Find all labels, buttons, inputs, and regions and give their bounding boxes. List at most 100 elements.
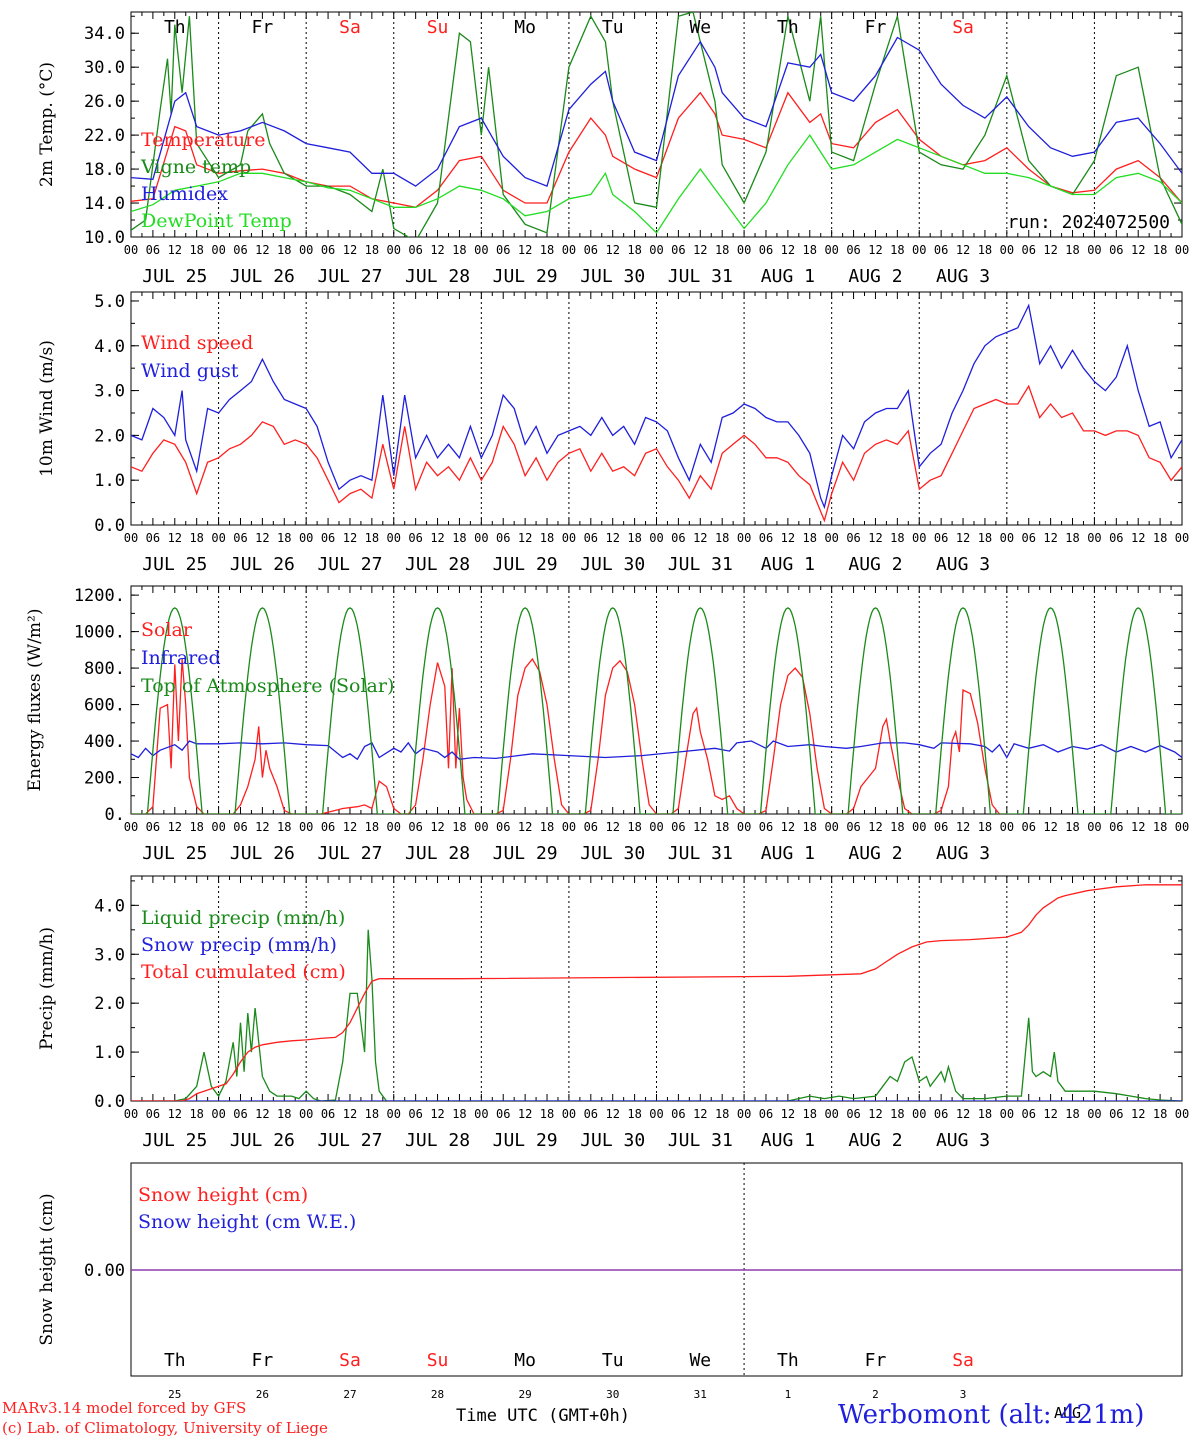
- hour-tick-label: 00: [737, 1107, 751, 1121]
- hour-tick-label: 18: [189, 243, 203, 257]
- hour-tick-label: 06: [233, 1107, 247, 1121]
- hour-tick-label: 12: [781, 1107, 795, 1121]
- weekday-label: Fr: [252, 17, 274, 38]
- day-number-label: 31: [694, 1388, 707, 1401]
- hour-tick-label: 00: [387, 243, 401, 257]
- hour-tick-label: 18: [1153, 1107, 1167, 1121]
- y-tick-label: 5.0: [94, 292, 125, 312]
- day-number-label: 27: [343, 1388, 356, 1401]
- hour-tick-label: 00: [737, 820, 751, 834]
- hour-tick-label: 00: [824, 531, 838, 545]
- y-tick-label: 1.0: [94, 471, 125, 491]
- series-line-top-of-atmosphere-solar-: [131, 607, 1182, 814]
- hour-tick-label: 00: [1087, 531, 1101, 545]
- y-tick-label: 800.: [84, 659, 125, 679]
- hour-tick-label: 06: [584, 1107, 598, 1121]
- hour-tick-label: 00: [824, 243, 838, 257]
- legend-entry: Liquid precip (mm/h): [141, 907, 345, 929]
- hour-tick-label: 06: [671, 531, 685, 545]
- hour-tick-label: 06: [846, 243, 860, 257]
- hour-tick-label: 12: [781, 243, 795, 257]
- hour-tick-label: 00: [211, 531, 225, 545]
- day-number-label: 3: [960, 1388, 967, 1401]
- copyright-credit: (c) Lab. of Climatology, University of L…: [2, 1419, 328, 1437]
- hour-tick-label: 06: [321, 531, 335, 545]
- day-number-label: 26: [256, 1388, 269, 1401]
- weekday-label: Sa: [952, 1350, 974, 1371]
- hour-tick-label: 18: [1153, 531, 1167, 545]
- hour-tick-label: 18: [189, 531, 203, 545]
- series-line-wind-speed: [131, 384, 1182, 523]
- plot-frame: [130, 585, 1183, 815]
- hour-tick-label: 06: [321, 1107, 335, 1121]
- hour-tick-label: 12: [868, 531, 882, 545]
- hour-tick-label: 12: [430, 1107, 444, 1121]
- series-line-solar: [131, 657, 1007, 814]
- date-tick-label: JUL 30: [580, 1130, 645, 1151]
- hour-tick-label: 00: [299, 531, 313, 545]
- date-tick-label: JUL 27: [317, 1130, 382, 1151]
- y-axis-label: Energy fluxes (W/m²): [25, 609, 45, 792]
- day-number-label: 2: [872, 1388, 879, 1401]
- station-label: Werbomont (alt: 421m): [838, 1400, 1145, 1430]
- hour-tick-label: 18: [540, 820, 554, 834]
- weekday-label: Sa: [952, 17, 974, 38]
- hour-tick-label: 18: [978, 1107, 992, 1121]
- day-number-label: 29: [519, 1388, 532, 1401]
- panel-wind: [130, 291, 1183, 526]
- hour-tick-label: 12: [168, 820, 182, 834]
- hour-tick-label: 00: [1175, 531, 1189, 545]
- weekday-label: Fr: [865, 1350, 887, 1371]
- y-tick-label: 1.0: [94, 1043, 125, 1063]
- hour-tick-label: 06: [496, 531, 510, 545]
- series-line-infrared: [131, 740, 1182, 761]
- date-tick-label: JUL 25: [142, 266, 207, 287]
- weekday-label: Sa: [339, 1350, 361, 1371]
- date-tick-label: JUL 28: [405, 843, 470, 864]
- date-tick-label: AUG 1: [761, 1130, 815, 1151]
- weekday-label: Th: [777, 17, 799, 38]
- hour-tick-label: 12: [1131, 531, 1145, 545]
- y-tick-label: 34.0: [84, 24, 125, 44]
- hour-tick-label: 18: [540, 243, 554, 257]
- hour-tick-label: 18: [365, 531, 379, 545]
- month-label: AUG: [1054, 1404, 1082, 1422]
- hour-tick-label: 06: [496, 820, 510, 834]
- date-tick-label: AUG 3: [936, 554, 990, 575]
- hour-tick-label: 06: [496, 243, 510, 257]
- hour-tick-label: 00: [649, 1107, 663, 1121]
- hour-tick-label: 06: [1109, 1107, 1123, 1121]
- hour-tick-label: 00: [124, 243, 138, 257]
- hour-tick-label: 00: [1087, 243, 1101, 257]
- y-axis-label: Precip (mm/h): [37, 927, 57, 1050]
- hour-tick-label: 12: [430, 531, 444, 545]
- hour-tick-label: 12: [956, 531, 970, 545]
- hour-tick-label: 00: [474, 1107, 488, 1121]
- hour-tick-label: 12: [956, 1107, 970, 1121]
- date-tick-label: AUG 1: [761, 554, 815, 575]
- hour-tick-label: 00: [1000, 1107, 1014, 1121]
- legend-entry: Snow precip (mm/h): [141, 934, 337, 956]
- hour-tick-label: 12: [255, 820, 269, 834]
- hour-tick-label: 06: [1022, 243, 1036, 257]
- hour-tick-label: 18: [715, 1107, 729, 1121]
- hour-tick-label: 12: [343, 820, 357, 834]
- hour-tick-label: 12: [868, 1107, 882, 1121]
- date-tick-label: JUL 31: [668, 266, 733, 287]
- weekday-label: Fr: [865, 17, 887, 38]
- hour-tick-label: 18: [1065, 531, 1079, 545]
- hour-tick-label: 18: [1065, 820, 1079, 834]
- hour-tick-label: 06: [146, 820, 160, 834]
- weekday-label: Su: [427, 1350, 449, 1371]
- y-axis-label: Snow height (cm): [37, 1193, 57, 1345]
- weekday-label: Mo: [514, 1350, 536, 1371]
- hour-tick-label: 12: [1131, 243, 1145, 257]
- panel-snow: [130, 1162, 1183, 1377]
- y-tick-label: 1000.: [74, 623, 125, 643]
- legend-entry: Total cumulated (cm): [141, 961, 346, 983]
- hour-tick-label: 18: [803, 531, 817, 545]
- date-tick-label: JUL 30: [580, 843, 645, 864]
- hour-tick-label: 12: [868, 243, 882, 257]
- hour-tick-label: 18: [277, 531, 291, 545]
